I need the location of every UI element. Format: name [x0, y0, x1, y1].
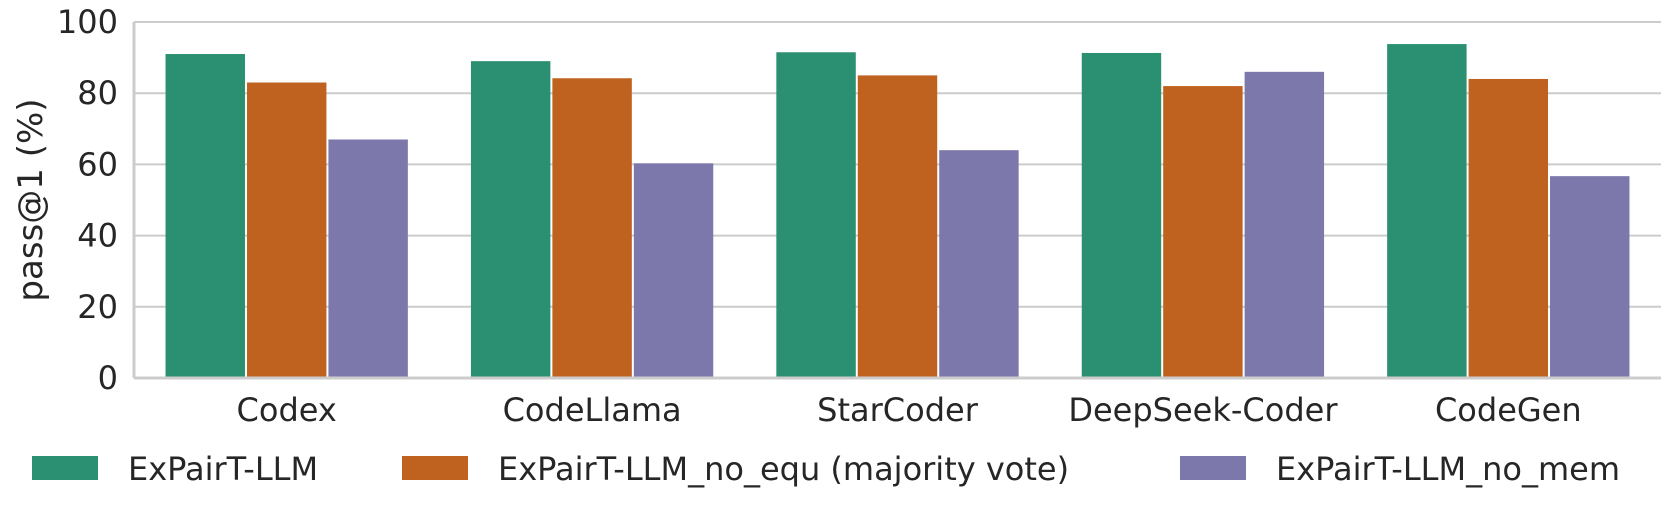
y-tick-labels: 0 20 40 60 80 100 — [57, 3, 118, 397]
x-tick-label: CodeGen — [1435, 391, 1582, 429]
bar — [1550, 176, 1630, 378]
legend-item: ExPairT-LLM — [32, 450, 318, 488]
bar — [1244, 71, 1325, 378]
axes — [132, 22, 1661, 380]
x-tick-label: StarCoder — [817, 391, 979, 429]
legend-item: ExPairT-LLM_no_equ (majority vote) — [402, 450, 1069, 488]
x-tick-label: DeepSeek-Coder — [1068, 391, 1338, 429]
y-tick-label: 40 — [77, 217, 118, 255]
bar — [939, 150, 1019, 378]
x-tick-label: CodeLlama — [503, 391, 682, 429]
bar — [1468, 78, 1549, 379]
bar — [165, 54, 245, 378]
y-tick-label: 60 — [77, 145, 118, 183]
bars — [165, 44, 1630, 379]
y-tick-label: 20 — [77, 288, 118, 326]
legend-item: ExPairT-LLM_no_mem — [1180, 450, 1620, 488]
bar — [776, 52, 856, 378]
bar — [633, 163, 714, 378]
legend-label: ExPairT-LLM_no_mem — [1276, 450, 1620, 488]
bar — [552, 78, 632, 379]
bar — [857, 75, 938, 379]
legend-swatch — [32, 456, 98, 480]
bar — [1387, 44, 1467, 379]
legend: ExPairT-LLM ExPairT-LLM_no_equ (majority … — [32, 450, 1620, 488]
y-tick-label: 100 — [57, 3, 118, 41]
y-tick-label: 0 — [98, 359, 118, 397]
legend-label: ExPairT-LLM — [128, 450, 318, 488]
x-tick-labels: Codex CodeLlama StarCoder DeepSeek-Coder Cod… — [237, 391, 1582, 429]
legend-label: ExPairT-LLM_no_equ (majority vote) — [498, 450, 1069, 488]
legend-swatch — [402, 456, 468, 480]
bar — [470, 61, 551, 378]
bar — [246, 82, 327, 379]
y-axis-title: pass@1 (%) — [11, 98, 51, 301]
bar — [1081, 52, 1162, 379]
bar — [1163, 86, 1243, 378]
legend-swatch — [1180, 456, 1246, 480]
x-tick-label: Codex — [237, 391, 337, 429]
bar — [328, 139, 408, 378]
y-tick-label: 80 — [77, 74, 118, 112]
